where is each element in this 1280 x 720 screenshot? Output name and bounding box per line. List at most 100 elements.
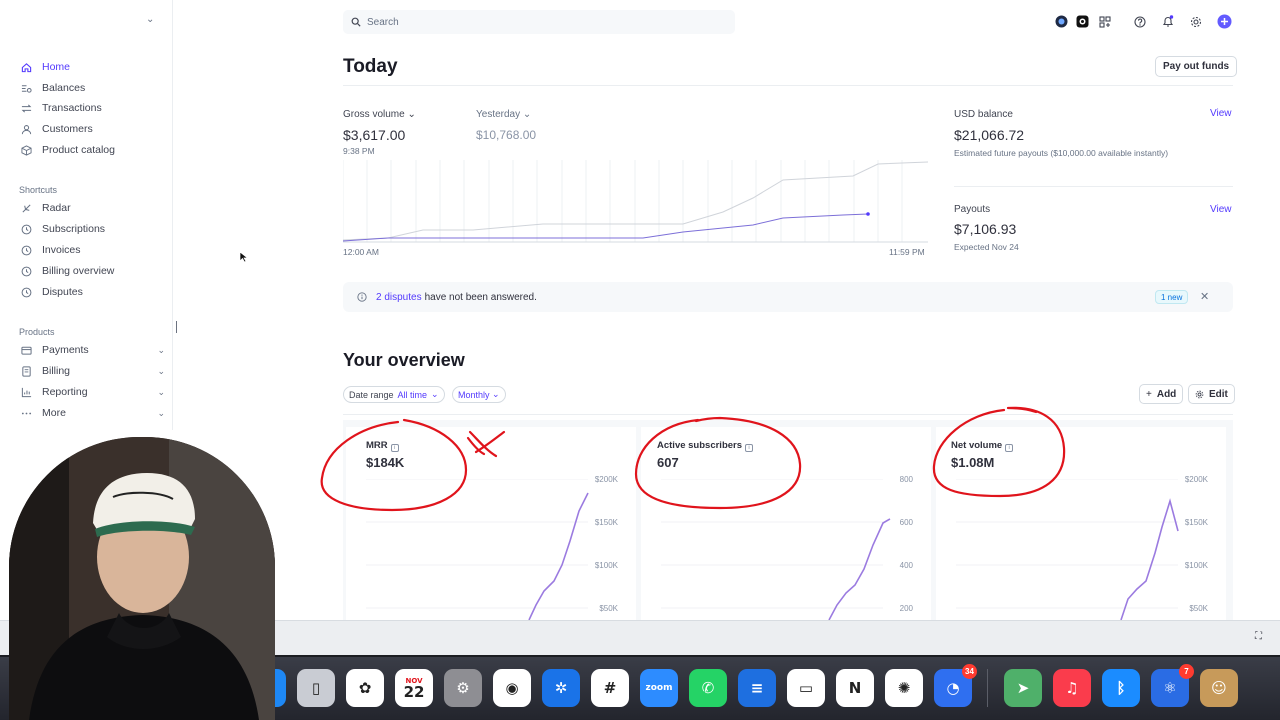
clock-icon xyxy=(20,286,33,299)
camera-extension-icon[interactable] xyxy=(1075,14,1090,29)
sidebar-item-billing[interactable]: Billing ⌄ xyxy=(20,361,165,381)
chevron-down-icon: ⌄ xyxy=(157,365,165,376)
disputes-message: have not been answered. xyxy=(424,291,537,303)
more-icon xyxy=(20,407,33,420)
date-range-filter[interactable]: Date range All time ⌄ xyxy=(343,386,445,403)
plus-icon: + xyxy=(1146,388,1152,400)
sidebar-item-product-catalog[interactable]: Product catalog xyxy=(20,140,165,160)
date-range-value: All time xyxy=(397,389,428,400)
apps-grid-icon[interactable] xyxy=(1097,14,1112,29)
radar-icon xyxy=(20,202,33,215)
sidebar-item-transactions[interactable]: Transactions xyxy=(20,98,165,118)
active-subscribers-card[interactable]: Active subscribers i 607 800 600 400 200 xyxy=(641,427,931,620)
account-chevron-down-icon[interactable]: ⌄ xyxy=(146,14,155,25)
dock-separator xyxy=(987,669,988,707)
page-title: Today xyxy=(343,56,398,77)
payouts-value: $7,106.93 xyxy=(954,221,1017,237)
interval-filter[interactable]: Monthly ⌄ xyxy=(452,386,506,403)
net-volume-chart xyxy=(956,479,1179,620)
disputes-banner[interactable]: 2 disputes have not been answered. xyxy=(343,282,1233,312)
yesterday-selector[interactable]: Yesterday ⌄ xyxy=(476,109,531,120)
date-range-key: Date range xyxy=(349,389,394,400)
electron-icon[interactable]: ⚛ 7 xyxy=(1151,664,1194,707)
sidebar-item-home[interactable]: Home xyxy=(20,57,165,77)
net-volume-card[interactable]: Net volume i $1.08M $200K $150K $100K $50… xyxy=(936,427,1226,620)
card-value: $184K xyxy=(366,455,405,470)
payouts-view-link[interactable]: View xyxy=(1210,204,1232,215)
maps-icon[interactable]: ➤ xyxy=(1004,669,1042,707)
whatsapp-icon[interactable]: ✆ xyxy=(689,669,727,707)
music-icon[interactable]: ♫ xyxy=(1053,669,1091,707)
chevron-down-icon: ⌄ xyxy=(157,344,165,355)
sidebar-item-label: Home xyxy=(42,61,71,73)
sidebar-item-reporting[interactable]: Reporting ⌄ xyxy=(20,382,165,402)
calendar-icon[interactable]: NOV 22 xyxy=(395,669,433,707)
bluetooth-icon[interactable]: ᛒ xyxy=(1102,669,1140,707)
divider xyxy=(343,85,1233,86)
card-title-text: MRR xyxy=(366,440,388,451)
axis-tick: $200K xyxy=(594,475,618,484)
sidebar-item-customers[interactable]: Customers xyxy=(20,119,165,139)
docs-icon[interactable]: ≡ xyxy=(738,669,776,707)
disputes-link[interactable]: 2 disputes xyxy=(376,291,422,303)
binoculars-icon[interactable]: ⛶ xyxy=(1255,631,1262,642)
notes-icon[interactable]: ▭ xyxy=(787,669,825,707)
dock-glyph: ▭ xyxy=(798,679,814,697)
axis-tick: $150K xyxy=(594,518,618,527)
dock-glyph: ᛒ xyxy=(1116,679,1126,697)
mouse-cursor-icon xyxy=(239,251,249,263)
interval-value: Monthly xyxy=(458,389,490,400)
photos-icon[interactable]: ✿ xyxy=(346,669,384,707)
add-chart-button[interactable]: + Add xyxy=(1139,384,1184,404)
sidebar-item-more[interactable]: More ⌄ xyxy=(20,403,165,423)
dock-glyph: ◔ xyxy=(946,679,960,697)
chatgpt-icon[interactable]: ✺ xyxy=(885,669,923,707)
axis-tick: 400 xyxy=(899,561,913,570)
sidebar-item-billing-overview[interactable]: Billing overview xyxy=(20,261,165,281)
notion-icon[interactable]: N xyxy=(836,669,874,707)
settings-gear-icon xyxy=(1195,390,1204,398)
sidebar-item-subscriptions[interactable]: Subscriptions xyxy=(20,219,165,239)
card-title: Net volume i xyxy=(951,440,1014,452)
slack-icon[interactable]: # xyxy=(591,669,629,707)
gross-volume-value: $3,617.00 xyxy=(343,127,406,143)
webcam-overlay xyxy=(9,437,275,720)
sidebar-item-radar[interactable]: Radar xyxy=(20,198,165,218)
chrome-icon[interactable]: ◉ xyxy=(493,669,531,707)
search-input[interactable]: Search xyxy=(343,10,735,34)
axis-tick: $50K xyxy=(599,604,618,613)
system-settings-icon[interactable]: ⚙ xyxy=(444,669,482,707)
sidebar-item-balances[interactable]: Balances xyxy=(20,78,165,98)
card-title-text: Active subscribers xyxy=(657,440,743,451)
extension-icon[interactable] xyxy=(1054,14,1069,29)
sidebar-item-disputes[interactable]: Disputes xyxy=(20,282,165,302)
sidebar-item-invoices[interactable]: Invoices xyxy=(20,240,165,260)
mrr-card[interactable]: MRR i $184K $200K $150K $100K $50K xyxy=(346,427,636,620)
divider xyxy=(343,414,1233,415)
usd-balance-view-link[interactable]: View xyxy=(1210,108,1232,119)
settings-gear-icon[interactable] xyxy=(1188,14,1203,29)
yesterday-value: $10,768.00 xyxy=(476,128,537,142)
close-icon[interactable]: ✕ xyxy=(1200,291,1210,303)
setapp-icon[interactable]: ✲ xyxy=(542,669,580,707)
contacts-icon[interactable]: ☺ xyxy=(1200,669,1238,707)
notifications-bell-icon[interactable] xyxy=(1160,14,1175,29)
help-icon[interactable] xyxy=(1132,14,1147,29)
sidebar-item-label: More xyxy=(42,407,66,419)
edit-button[interactable]: Edit xyxy=(1188,384,1235,404)
calendar-day: 22 xyxy=(403,682,425,701)
search-placeholder: Search xyxy=(367,16,399,28)
create-plus-icon[interactable] xyxy=(1217,14,1232,29)
pay-out-funds-button[interactable]: Pay out funds xyxy=(1155,56,1238,77)
dock-glyph: ✿ xyxy=(358,679,372,697)
screen-studio-icon[interactable]: ◔ 34 xyxy=(934,664,977,707)
card-value: $1.08M xyxy=(951,455,995,470)
axis-tick: 600 xyxy=(899,518,913,527)
zoom-icon[interactable]: zoom xyxy=(640,669,678,707)
info-icon: i xyxy=(1005,444,1014,452)
sidebar-item-payments[interactable]: Payments ⌄ xyxy=(20,340,165,360)
sidebar-item-label: Product catalog xyxy=(42,144,115,156)
gross-volume-selector[interactable]: Gross volume ⌄ xyxy=(343,109,416,120)
iphone-mirroring-icon[interactable]: ▯ xyxy=(297,669,335,707)
